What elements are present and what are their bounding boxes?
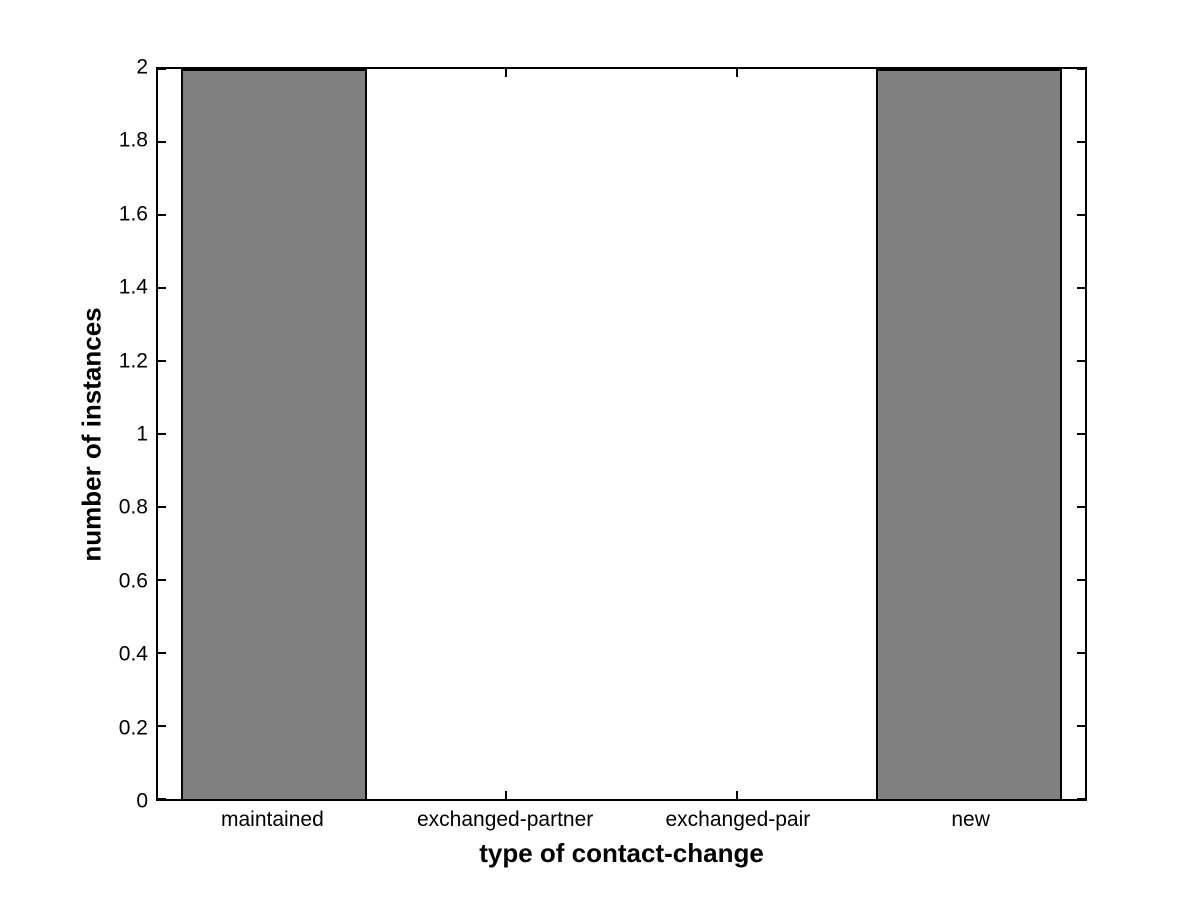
x-axis-label: type of contact-change <box>479 838 764 868</box>
y-tick-left <box>158 287 166 289</box>
y-tick-right <box>1077 433 1085 435</box>
x-tick-top <box>736 69 739 77</box>
x-tick-label-exchanged-pair: exchanged-pair <box>665 808 811 831</box>
y-tick-right <box>1077 287 1085 289</box>
y-tick-right <box>1077 579 1085 581</box>
y-tick-label: 1.2 <box>118 349 148 373</box>
y-tick-right <box>1077 506 1085 508</box>
y-tick-right <box>1077 214 1085 216</box>
y-tick-left <box>158 725 166 727</box>
x-tick-top <box>504 69 507 77</box>
y-tick-right <box>1077 725 1085 727</box>
y-tick-label: 0.4 <box>118 642 148 666</box>
x-tick-bottom <box>504 791 507 799</box>
x-tick-label-exchanged-partner: exchanged-partner <box>416 808 594 831</box>
plot-inner <box>158 68 1085 800</box>
y-tick-label: 0.6 <box>118 569 148 593</box>
y-tick-label: 1.8 <box>118 128 148 152</box>
y-tick-left <box>158 141 166 143</box>
y-tick-labels: 0 0.2 0.4 0.6 0.8 1 1.2 1.4 1.6 1.8 2 <box>0 57 148 812</box>
y-tick-label: 2 <box>136 55 148 79</box>
y-tick-left <box>158 68 166 70</box>
x-tick-bottom <box>736 791 739 799</box>
x-tick-label-maintained: maintained <box>221 808 324 831</box>
y-tick-right <box>1077 798 1085 800</box>
y-tick-label: 1.6 <box>118 202 148 226</box>
y-tick-label: 0.2 <box>118 716 148 740</box>
y-tick-left <box>158 506 166 508</box>
y-tick-left <box>158 360 166 362</box>
y-tick-right <box>1077 141 1085 143</box>
plot-area <box>156 67 1087 801</box>
x-tick-label-new: new <box>951 808 990 831</box>
y-tick-right <box>1077 360 1085 362</box>
bar-maintained <box>181 69 367 799</box>
y-tick-label: 1 <box>136 422 148 446</box>
y-tick-label: 1.4 <box>118 275 148 299</box>
y-tick-left <box>158 433 166 435</box>
bar-new <box>876 69 1062 799</box>
x-tick-labels: maintained exchanged-partner exchanged-pai… <box>156 807 1087 835</box>
y-tick-right <box>1077 68 1085 70</box>
y-tick-label: 0 <box>136 789 148 813</box>
y-tick-left <box>158 579 166 581</box>
y-tick-left <box>158 652 166 654</box>
y-tick-left <box>158 214 166 216</box>
y-tick-left <box>158 798 166 800</box>
y-tick-right <box>1077 652 1085 654</box>
y-tick-label: 0.8 <box>118 495 148 519</box>
